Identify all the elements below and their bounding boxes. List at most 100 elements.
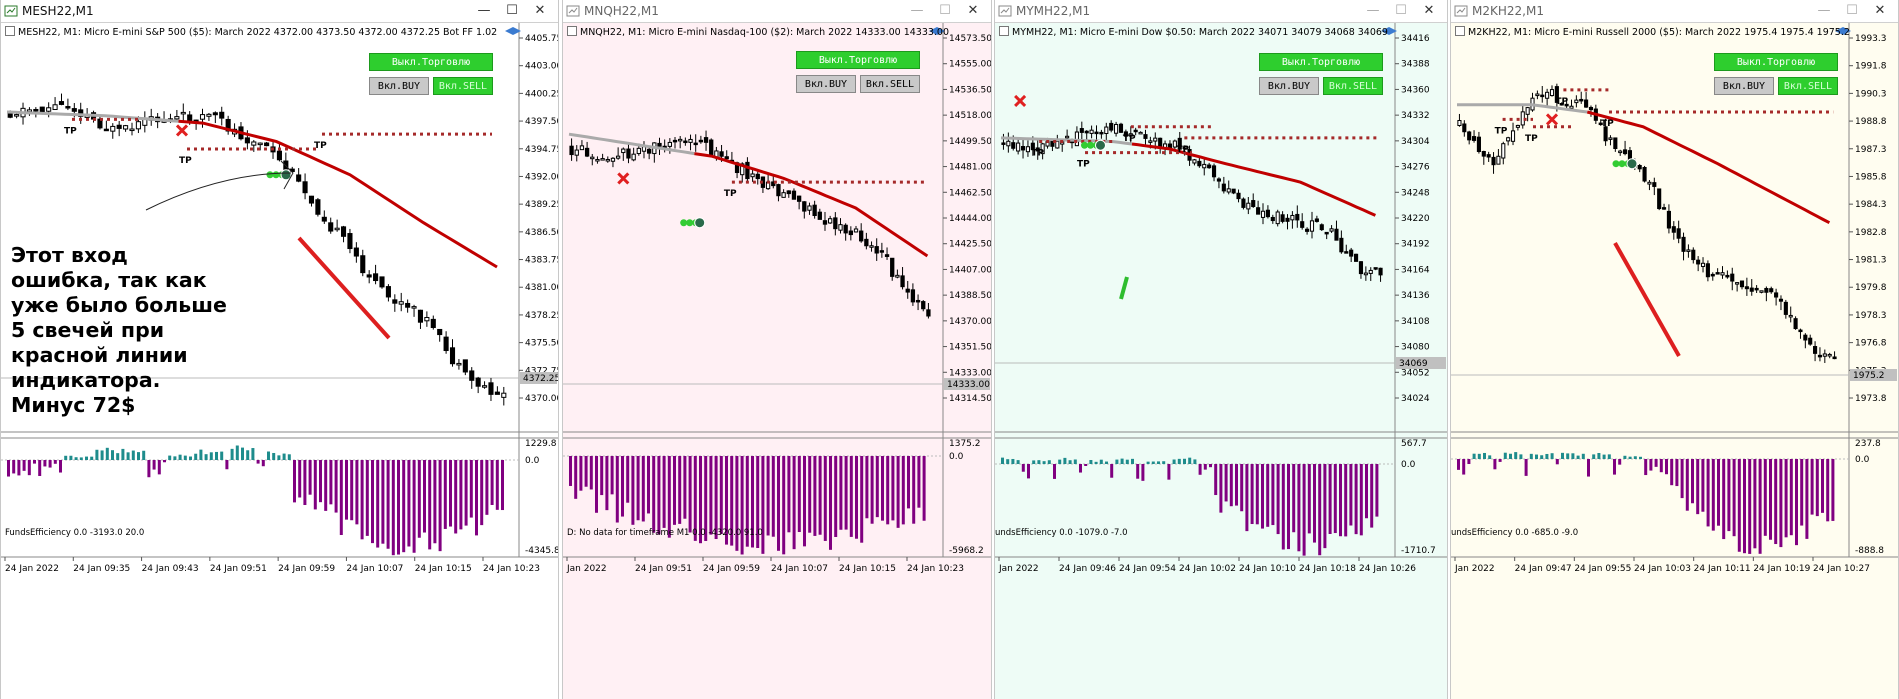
buy-on-button[interactable]: Вкл.BUY: [1259, 77, 1319, 95]
histogram-bar-negative: [381, 460, 385, 544]
candle-body: [103, 128, 109, 132]
histogram-bar-negative: [27, 460, 31, 476]
candle-body: [1613, 137, 1618, 150]
histogram-bar-negative: [849, 456, 853, 537]
histogram-bar-positive: [1477, 453, 1481, 459]
window-titlebar[interactable]: MNQH22,M1 — ☐ ✕: [563, 0, 991, 23]
buy-on-button[interactable]: Вкл.BUY: [369, 77, 429, 95]
candle-body: [1525, 107, 1530, 115]
window-titlebar[interactable]: MESH22,M1 — ☐ ✕: [1, 0, 558, 23]
price-axis-label: 14370.00: [949, 317, 991, 327]
trade-off-button[interactable]: Выкл.Торговлю: [369, 53, 493, 71]
sell-on-button[interactable]: Вкл.SELL: [1323, 77, 1383, 95]
histogram-bar-negative: [1555, 459, 1559, 465]
maximize-icon[interactable]: ☐: [1846, 3, 1858, 18]
maximize-icon[interactable]: ☐: [939, 3, 951, 18]
trade-off-button[interactable]: Выкл.Торговлю: [1259, 53, 1383, 71]
candle-body: [135, 121, 141, 130]
candle-body: [786, 190, 791, 195]
candle-body: [1817, 354, 1823, 358]
trade-off-button[interactable]: Выкл.Торговлю: [1714, 53, 1838, 71]
price-axis-label: 34220: [1401, 214, 1430, 224]
chart-window-m2kh22[interactable]: M2KH22,M1 — ☐ ✕ 1993.3 1991.8 1990.3 1988.8…: [1450, 0, 1899, 699]
tp-label: TP: [724, 189, 737, 199]
price-chart[interactable]: 14573.50 14555.00 14536.50 14518.00 14499.50…: [563, 23, 991, 699]
ma-line: [1131, 142, 1377, 217]
chart-window-mesh22[interactable]: MESH22,M1 — ☐ ✕ 4405.75 4403.00 4400.25 439…: [0, 0, 559, 699]
window-titlebar[interactable]: MYMH22,M1 — ☐ ✕: [995, 0, 1447, 23]
candle-body: [1549, 89, 1555, 97]
histogram-bar-negative: [407, 460, 411, 547]
histogram-bar-negative: [1219, 464, 1223, 513]
histogram-bar-positive: [142, 450, 146, 460]
price-axis-label: 4381.00: [525, 283, 558, 293]
close-icon[interactable]: ✕: [534, 3, 546, 18]
minimize-icon[interactable]: —: [1366, 3, 1380, 18]
histogram-bar-negative: [449, 460, 452, 527]
minimize-icon[interactable]: —: [477, 3, 491, 18]
histogram-bar-negative: [1271, 464, 1275, 526]
price-chart[interactable]: 1993.3 1991.8 1990.3 1988.8 1987.3 1985.8 1984…: [1451, 23, 1898, 699]
histogram-bar-positive: [194, 453, 198, 460]
indicator-axis-label: 567.7: [1401, 439, 1427, 449]
candle-body: [579, 145, 585, 151]
close-icon[interactable]: ✕: [1874, 3, 1886, 18]
candle-body: [1574, 99, 1579, 104]
histogram-bar-negative: [1498, 459, 1502, 462]
candle-body: [14, 114, 20, 117]
histogram-bar-positive: [267, 451, 270, 460]
sell-on-button[interactable]: Вкл.SELL: [1778, 77, 1838, 95]
price-chart[interactable]: 4405.75 4403.00 4400.25 4397.50 4394.75 4392.…: [1, 23, 558, 699]
candle-body: [1094, 131, 1099, 135]
minimize-icon[interactable]: —: [910, 3, 924, 18]
window-titlebar[interactable]: M2KH22,M1 — ☐ ✕: [1451, 0, 1898, 23]
candle-body: [456, 362, 462, 366]
chart-window-mnqh22[interactable]: MNQH22,M1 — ☐ ✕ 14573.50 14555.00 14536.50…: [562, 0, 992, 699]
histogram-bar-positive: [1628, 456, 1632, 459]
close-icon[interactable]: ✕: [1423, 3, 1435, 18]
histogram-bar-negative: [355, 460, 359, 525]
trade-off-button[interactable]: Выкл.Торговлю: [796, 51, 920, 69]
time-axis-label: 24 Jan 09:59: [703, 564, 760, 574]
buy-on-button[interactable]: Вкл.BUY: [796, 75, 856, 93]
histogram-bar-negative: [605, 456, 609, 511]
histogram-bar-negative: [1323, 464, 1327, 549]
candle-body: [1720, 272, 1725, 276]
sell-on-button[interactable]: Вкл.SELL: [860, 75, 920, 93]
histogram-bar-positive: [1633, 456, 1637, 459]
candle-body: [174, 116, 180, 120]
candle-body: [424, 316, 430, 322]
buy-on-button[interactable]: Вкл.BUY: [1714, 77, 1774, 95]
candle-body: [1515, 124, 1520, 128]
histogram-bar-negative: [1654, 459, 1658, 467]
histogram-bar-negative: [1365, 464, 1368, 519]
minimize-icon[interactable]: —: [1817, 3, 1831, 18]
histogram-bar-negative: [12, 460, 16, 474]
histogram-bar-positive: [1058, 459, 1062, 464]
candle-body: [1006, 140, 1011, 147]
candle-body: [1349, 249, 1354, 257]
indicator-axis-label: -4345.8: [525, 546, 558, 556]
histogram-bar-negative: [834, 456, 838, 537]
tp-label: TP: [1495, 126, 1508, 136]
maximize-icon[interactable]: ☐: [506, 3, 518, 18]
price-chart[interactable]: 34416 34388 34360 34332 34304 34276 34248 34220…: [995, 23, 1447, 699]
close-icon[interactable]: ✕: [967, 3, 979, 18]
histogram-bar-negative: [1675, 459, 1679, 487]
candle-body: [1246, 202, 1251, 210]
candle-body: [1109, 122, 1114, 131]
time-axis-label: 24 Jan 2022: [5, 564, 59, 574]
sell-on-button[interactable]: Вкл.SELL: [433, 77, 493, 95]
candle-body: [1207, 164, 1212, 169]
histogram-bar-positive: [1639, 456, 1642, 459]
histogram-bar-positive: [272, 452, 276, 460]
candle-body: [1700, 262, 1706, 267]
maximize-icon[interactable]: ☐: [1395, 3, 1407, 18]
time-axis-label: 24 Jan 09:35: [73, 564, 130, 574]
price-axis-label: 1987.3: [1855, 145, 1887, 155]
histogram-bar-negative: [901, 456, 905, 525]
chart-window-mymh22[interactable]: MYMH22,M1 — ☐ ✕ 34416 34388 34360 34332 3430…: [994, 0, 1448, 699]
price-axis-label: 1981.3: [1855, 256, 1887, 266]
histogram-bar-negative: [792, 456, 796, 550]
indicator-axis-label: 0.0: [1855, 455, 1870, 465]
